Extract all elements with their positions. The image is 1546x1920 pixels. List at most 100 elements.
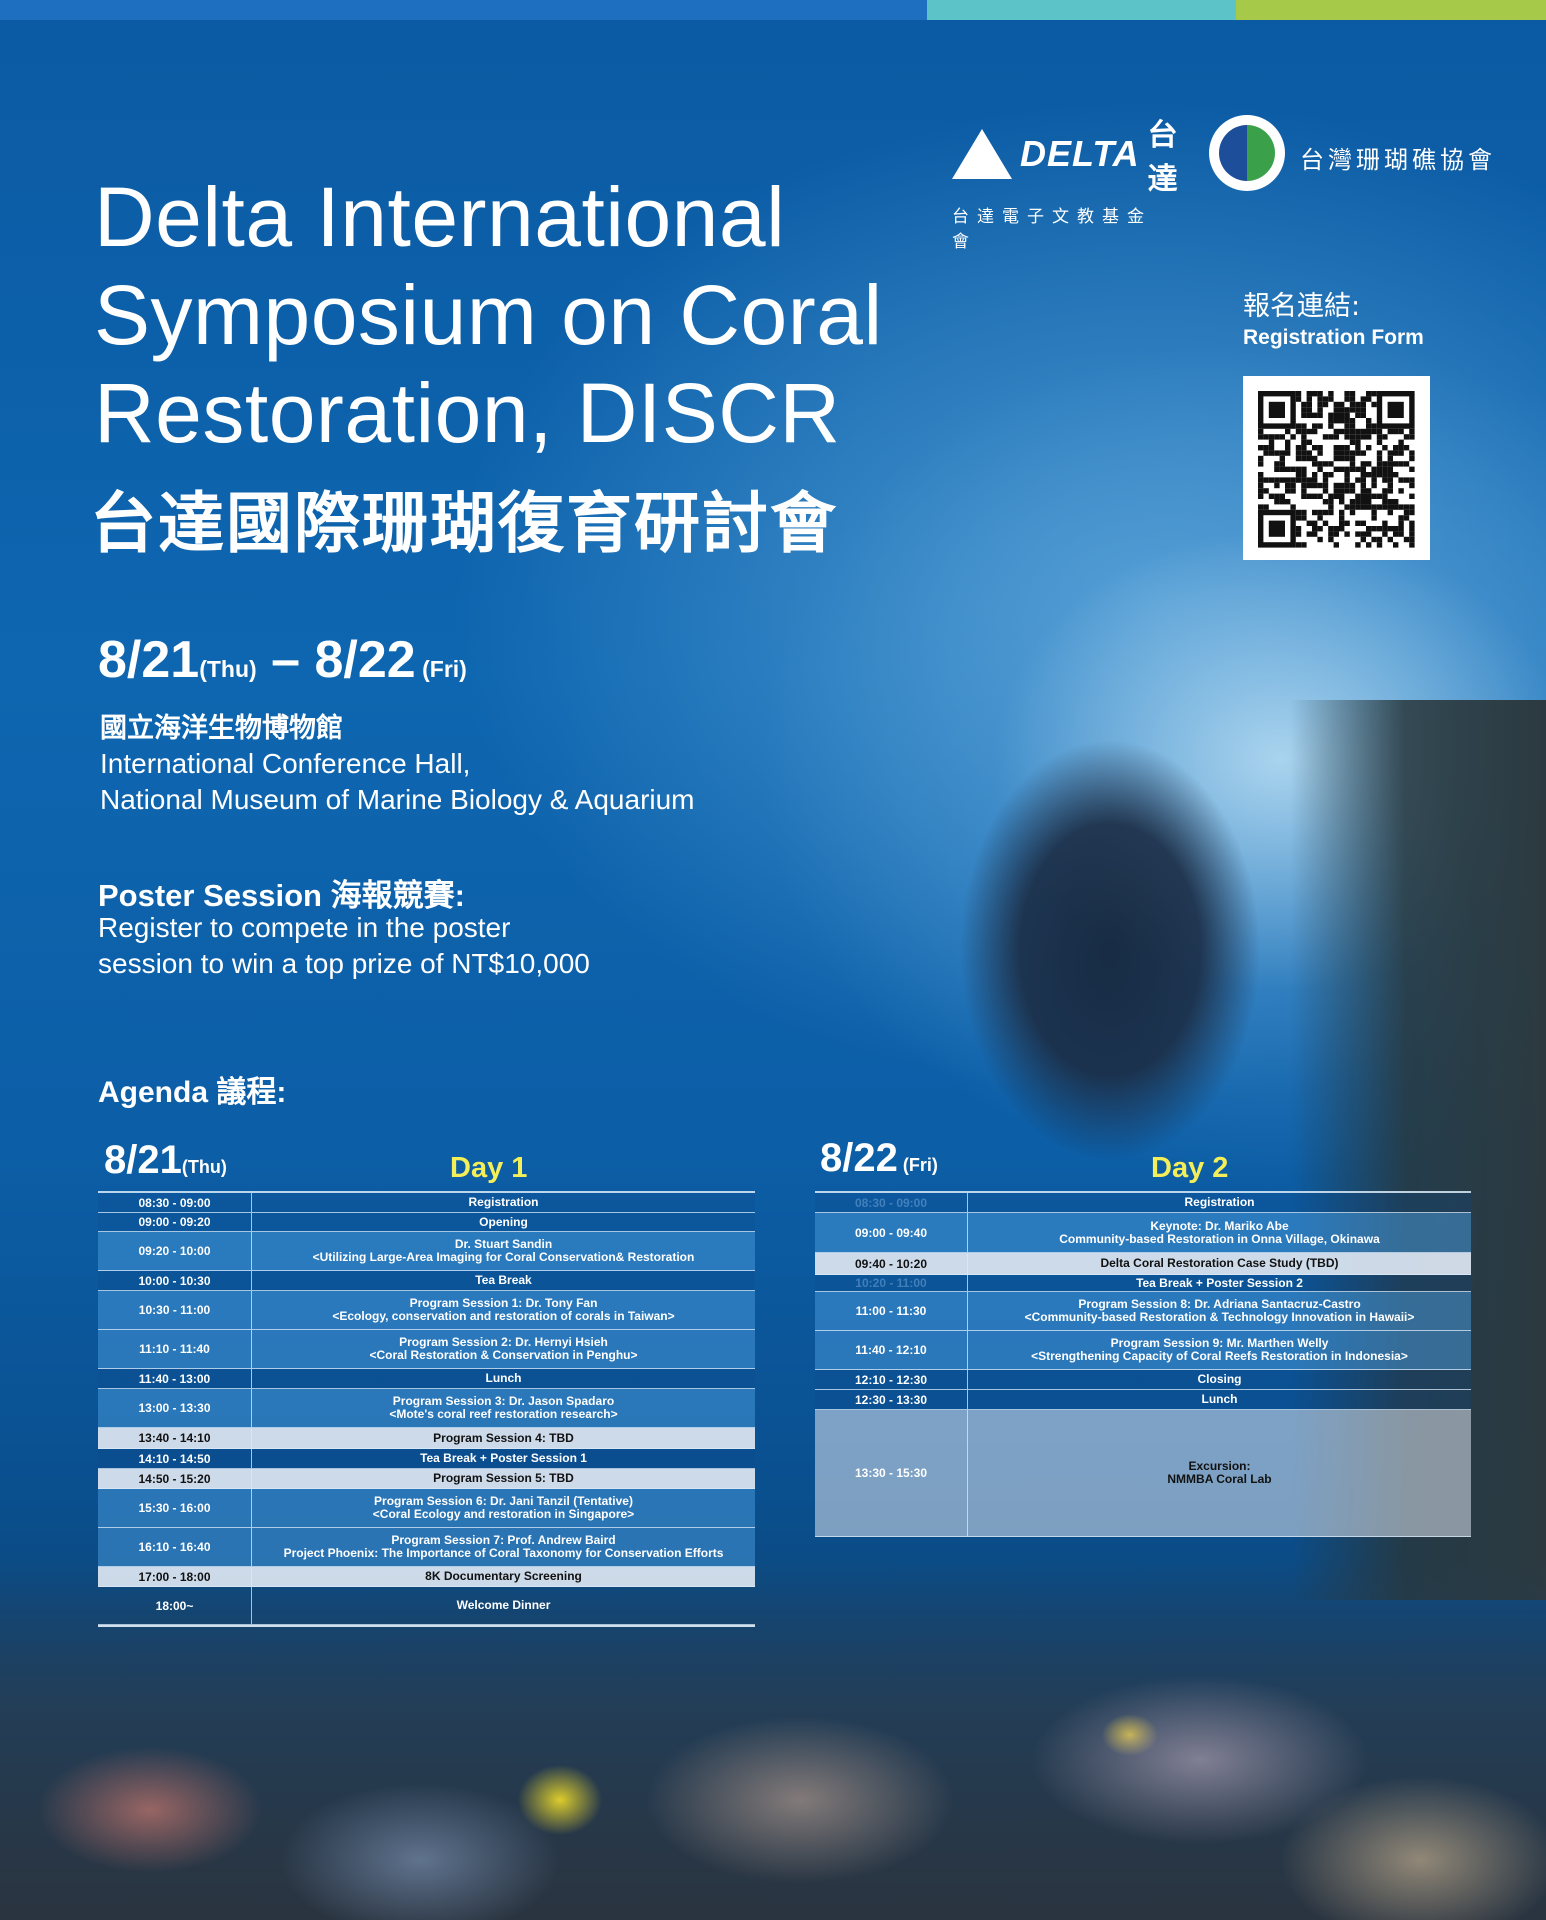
agenda-event: Lunch: [252, 1369, 755, 1388]
top-color-bar: [0, 0, 1546, 20]
poster-line: Register to compete in the poster: [98, 912, 511, 943]
agenda-event-line: <Utilizing Large-Area Imaging for Coral …: [312, 1250, 695, 1264]
agenda-row: 11:40 - 12:10 Program Session 9: Mr. Mart…: [815, 1331, 1471, 1370]
registration-form-link[interactable]: Registration Form: [1243, 326, 1424, 349]
agenda-time: 13:30 - 15:30: [815, 1410, 968, 1536]
agenda-row: 12:30 - 13:30 Lunch: [815, 1390, 1471, 1410]
event-dates: 8/21(Thu) – 8/22 (Fri): [98, 630, 467, 690]
poster-session-text: Register to compete in the poster sessio…: [98, 910, 590, 982]
title-line: Symposium on Coral: [94, 268, 883, 362]
top-bar-blue: [0, 0, 927, 20]
day1-label: Day 1: [450, 1152, 528, 1184]
agenda-row: 18:00~ Welcome Dinner: [98, 1587, 755, 1625]
agenda-row: 08:30 - 09:00 Registration: [98, 1193, 755, 1213]
agenda-row: 11:00 - 11:30 Program Session 8: Dr. Adri…: [815, 1292, 1471, 1331]
agenda-row: 09:00 - 09:40 Keynote: Dr. Mariko Abe Comm…: [815, 1213, 1471, 1253]
agenda-event-line: <Coral Ecology and restoration in Singap…: [372, 1507, 635, 1521]
venue: International Conference Hall, National …: [100, 746, 695, 818]
agenda-row: 14:10 - 14:50 Tea Break + Poster Session …: [98, 1449, 755, 1469]
day2-date-text: 8/22: [820, 1136, 898, 1180]
agenda-time: 09:40 - 10:20: [815, 1253, 968, 1274]
agenda-event-line: Tea Break: [475, 1273, 532, 1287]
venue-zh: 國立海洋生物博物館: [100, 713, 343, 744]
venue-line: International Conference Hall,: [100, 748, 471, 779]
poster-session-heading: Poster Session 海報競賽:: [98, 878, 465, 913]
venue-line: National Museum of Marine Biology & Aqua…: [100, 784, 695, 815]
agenda-time: 18:00~: [98, 1587, 252, 1624]
agenda-event: Program Session 8: Dr. Adriana Santacruz…: [968, 1292, 1471, 1330]
coral-emblem-icon: [1219, 125, 1275, 181]
agenda-event: Tea Break: [252, 1271, 755, 1290]
diver-image: [930, 720, 1290, 1180]
title-line: Delta International: [94, 170, 786, 264]
qr-code-icon[interactable]: [1243, 376, 1430, 560]
agenda-time: 14:50 - 15:20: [98, 1469, 252, 1488]
agenda-time: 09:00 - 09:40: [815, 1213, 968, 1252]
day2-agenda-table: 08:30 - 09:00 Registration 09:00 - 09:40 Ke…: [815, 1191, 1471, 1538]
day1-agenda-table: 08:30 - 09:00 Registration 09:00 - 09:20 Op…: [98, 1191, 755, 1628]
agenda-row: 16:10 - 16:40 Program Session 7: Prof. An…: [98, 1528, 755, 1567]
agenda-event-line: Lunch: [485, 1371, 522, 1385]
day2-label: Day 2: [1151, 1152, 1229, 1184]
day1-date-text: 8/21: [104, 1138, 182, 1182]
title-line: Restoration, DISCR: [94, 366, 841, 460]
agenda-time: 14:10 - 14:50: [98, 1449, 252, 1468]
agenda-event-line: Community-based Restoration in Onna Vill…: [1059, 1231, 1380, 1246]
agenda-time: 08:30 - 09:00: [98, 1193, 252, 1212]
end-date: 8/22: [314, 631, 416, 689]
agenda-heading: Agenda 議程:: [98, 1076, 287, 1109]
agenda-event: Tea Break + Poster Session 1: [252, 1449, 755, 1468]
agenda-event-line: 8K Documentary Screening: [425, 1569, 582, 1583]
agenda-event-line: Program Session 9: Mr. Marthen Welly: [1110, 1336, 1329, 1350]
date-dash: –: [256, 631, 315, 689]
agenda-row: 17:00 - 18:00 8K Documentary Screening: [98, 1567, 755, 1587]
agenda-event: Dr. Stuart Sandin <Utilizing Large-Area I…: [252, 1232, 755, 1270]
agenda-row: 15:30 - 16:00 Program Session 6: Dr. Jani…: [98, 1489, 755, 1528]
agenda-event: Opening: [252, 1213, 755, 1231]
agenda-event-line: Excursion:: [1188, 1459, 1251, 1473]
agenda-row: 09:40 - 10:20 Delta Coral Restoration Cas…: [815, 1253, 1471, 1275]
agenda-event: Program Session 4: TBD: [252, 1428, 755, 1448]
agenda-row: 10:20 - 11:00 Tea Break + Poster Session …: [815, 1275, 1471, 1292]
agenda-event-line: Project Phoenix: The Importance of Coral…: [283, 1546, 724, 1560]
agenda-event: Program Session 7: Prof. Andrew Baird Pro…: [252, 1528, 755, 1566]
agenda-event: Delta Coral Restoration Case Study (TBD): [968, 1253, 1471, 1274]
agenda-event: Program Session 9: Mr. Marthen Welly <Str…: [968, 1331, 1471, 1369]
start-weekday: (Thu): [199, 656, 257, 682]
day2-weekday: (Fri): [902, 1155, 938, 1175]
agenda-row: 13:30 - 15:30 Excursion: NMMBA Coral Lab: [815, 1410, 1471, 1537]
day1-date: 8/21(Thu): [104, 1138, 227, 1183]
agenda-event-line: Dr. Stuart Sandin: [454, 1237, 553, 1251]
agenda-row: 09:00 - 09:20 Opening: [98, 1213, 755, 1232]
agenda-event: Registration: [252, 1193, 755, 1212]
agenda-event-line: Opening: [479, 1214, 528, 1229]
agenda-time: 12:30 - 13:30: [815, 1390, 968, 1409]
agenda-event-line: Program Session 4: TBD: [433, 1430, 574, 1445]
agenda-time: 13:40 - 14:10: [98, 1428, 252, 1448]
agenda-event-line: Registration: [468, 1195, 539, 1209]
agenda-event-line: Program Session 3: Dr. Jason Spadaro: [392, 1394, 615, 1408]
delta-wordmark: DELTA: [1020, 133, 1140, 174]
agenda-time: 08:30 - 09:00: [815, 1193, 968, 1212]
agenda-event-line: Registration: [1184, 1195, 1255, 1209]
agenda-event: Registration: [968, 1193, 1471, 1212]
agenda-time: 15:30 - 16:00: [98, 1489, 252, 1527]
agenda-time: 17:00 - 18:00: [98, 1567, 252, 1586]
agenda-time: 10:30 - 11:00: [98, 1291, 252, 1329]
agenda-event: Program Session 3: Dr. Jason Spadaro <Mot…: [252, 1389, 755, 1427]
agenda-event-line: <Community-based Restoration & Technolog…: [1024, 1310, 1415, 1324]
top-bar-green: [1236, 0, 1546, 20]
agenda-event-line: Program Session 1: Dr. Tony Fan: [409, 1296, 598, 1310]
agenda-event: Program Session 6: Dr. Jani Tanzil (Tent…: [252, 1489, 755, 1527]
agenda-event-line: Lunch: [1201, 1392, 1238, 1406]
agenda-row: 11:10 - 11:40 Program Session 2: Dr. Hern…: [98, 1330, 755, 1369]
delta-foundation-logo: DELTA 台達 台達電子文教基金會: [952, 110, 1178, 252]
delta-foundation-name: 台達電子文教基金會: [952, 207, 1152, 252]
top-bar-teal: [927, 0, 1236, 20]
agenda-event: Tea Break + Poster Session 2: [968, 1275, 1471, 1291]
agenda-event-line: <Ecology, conservation and restoration o…: [332, 1309, 675, 1323]
agenda-event: 8K Documentary Screening: [252, 1567, 755, 1586]
agenda-event-line: Program Session 2: Dr. Hernyi Hsieh: [399, 1335, 608, 1349]
agenda-time: 09:00 - 09:20: [98, 1213, 252, 1231]
agenda-event-line: Welcome Dinner: [456, 1598, 551, 1612]
